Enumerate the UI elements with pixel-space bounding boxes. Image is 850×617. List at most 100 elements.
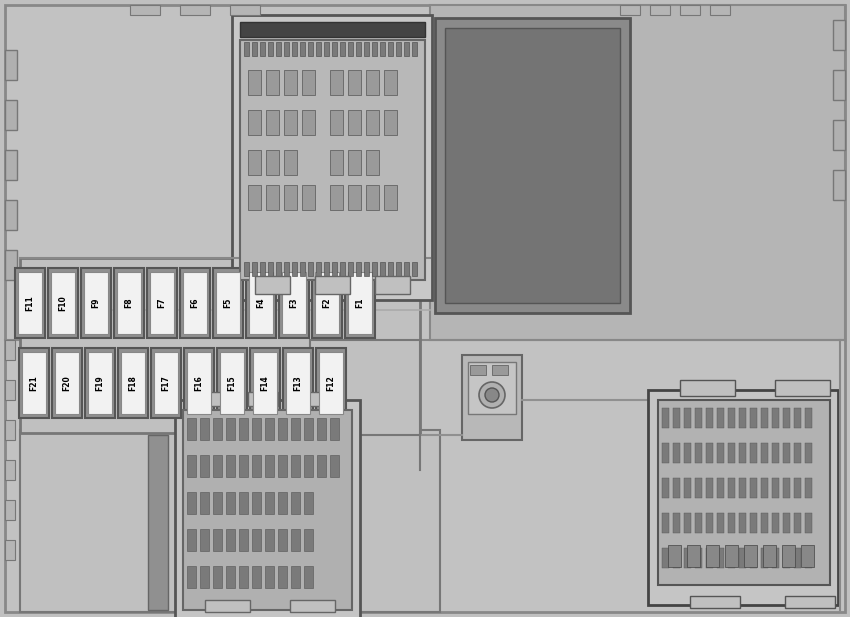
Bar xyxy=(304,455,313,477)
Bar xyxy=(761,408,768,428)
Bar xyxy=(226,529,235,551)
Bar xyxy=(412,42,417,56)
Bar xyxy=(292,42,297,56)
Bar xyxy=(226,455,235,477)
Bar xyxy=(316,262,321,276)
Bar xyxy=(51,272,75,334)
Bar xyxy=(783,408,790,428)
Bar xyxy=(282,272,306,334)
Bar xyxy=(308,262,313,276)
Bar xyxy=(200,455,209,477)
Bar xyxy=(364,42,369,56)
Bar xyxy=(200,566,209,588)
Bar xyxy=(304,492,313,514)
Bar xyxy=(187,418,196,440)
Bar xyxy=(283,348,313,418)
Bar xyxy=(356,42,361,56)
Bar xyxy=(662,548,669,568)
Bar xyxy=(801,545,814,567)
Bar xyxy=(187,352,211,414)
Bar xyxy=(154,352,178,414)
Bar xyxy=(252,418,261,440)
Bar xyxy=(728,408,735,428)
Bar xyxy=(695,548,702,568)
Bar xyxy=(364,262,369,276)
Bar xyxy=(673,443,680,463)
Text: F2: F2 xyxy=(322,298,332,308)
Bar xyxy=(492,365,508,375)
Bar xyxy=(248,70,261,95)
Bar xyxy=(739,513,746,533)
Bar xyxy=(763,545,776,567)
Bar xyxy=(265,529,274,551)
Bar xyxy=(18,272,42,334)
Bar xyxy=(291,455,300,477)
Bar xyxy=(292,262,297,276)
Bar xyxy=(248,110,261,135)
Bar xyxy=(761,513,768,533)
Bar xyxy=(226,492,235,514)
Bar xyxy=(5,500,15,520)
Text: F11: F11 xyxy=(26,295,35,311)
Bar xyxy=(717,548,724,568)
Bar xyxy=(761,548,768,568)
Bar xyxy=(783,548,790,568)
Bar xyxy=(213,455,222,477)
Bar xyxy=(187,566,196,588)
Bar xyxy=(348,272,372,334)
Bar xyxy=(706,478,713,498)
Bar xyxy=(48,268,78,338)
Bar xyxy=(5,100,17,130)
Bar xyxy=(284,70,297,95)
Bar xyxy=(706,548,713,568)
Bar xyxy=(330,418,339,440)
Bar xyxy=(324,262,329,276)
Bar xyxy=(291,492,300,514)
Bar xyxy=(744,545,757,567)
Bar xyxy=(15,268,45,338)
Bar xyxy=(684,478,691,498)
Bar xyxy=(332,262,337,276)
Bar xyxy=(728,513,735,533)
Bar xyxy=(366,110,379,135)
Bar xyxy=(728,548,735,568)
Bar xyxy=(396,262,401,276)
Bar xyxy=(317,455,326,477)
Bar xyxy=(772,513,779,533)
Bar xyxy=(805,443,812,463)
Bar xyxy=(348,262,353,276)
Bar xyxy=(253,352,277,414)
Bar xyxy=(5,420,15,440)
Bar xyxy=(805,408,812,428)
Bar xyxy=(216,272,240,334)
Bar xyxy=(805,478,812,498)
Bar xyxy=(430,5,845,340)
Bar xyxy=(728,478,735,498)
Bar xyxy=(279,268,309,338)
Bar xyxy=(230,5,260,15)
Bar xyxy=(772,478,779,498)
Bar xyxy=(88,352,112,414)
Text: F3: F3 xyxy=(290,298,298,308)
Bar xyxy=(217,348,247,418)
Bar xyxy=(192,392,222,406)
Bar xyxy=(662,478,669,498)
Text: F1: F1 xyxy=(355,298,365,308)
Bar xyxy=(252,42,257,56)
Bar xyxy=(291,529,300,551)
Bar xyxy=(340,42,345,56)
Text: F13: F13 xyxy=(293,375,303,391)
Bar xyxy=(184,348,214,418)
Bar xyxy=(462,355,522,440)
Bar xyxy=(372,262,377,276)
Bar xyxy=(300,42,305,56)
Bar xyxy=(252,566,261,588)
Bar xyxy=(662,513,669,533)
Bar xyxy=(55,352,79,414)
Bar xyxy=(200,418,209,440)
Bar xyxy=(695,408,702,428)
Bar xyxy=(330,110,343,135)
Bar xyxy=(772,408,779,428)
Bar xyxy=(265,492,274,514)
Bar xyxy=(695,478,702,498)
